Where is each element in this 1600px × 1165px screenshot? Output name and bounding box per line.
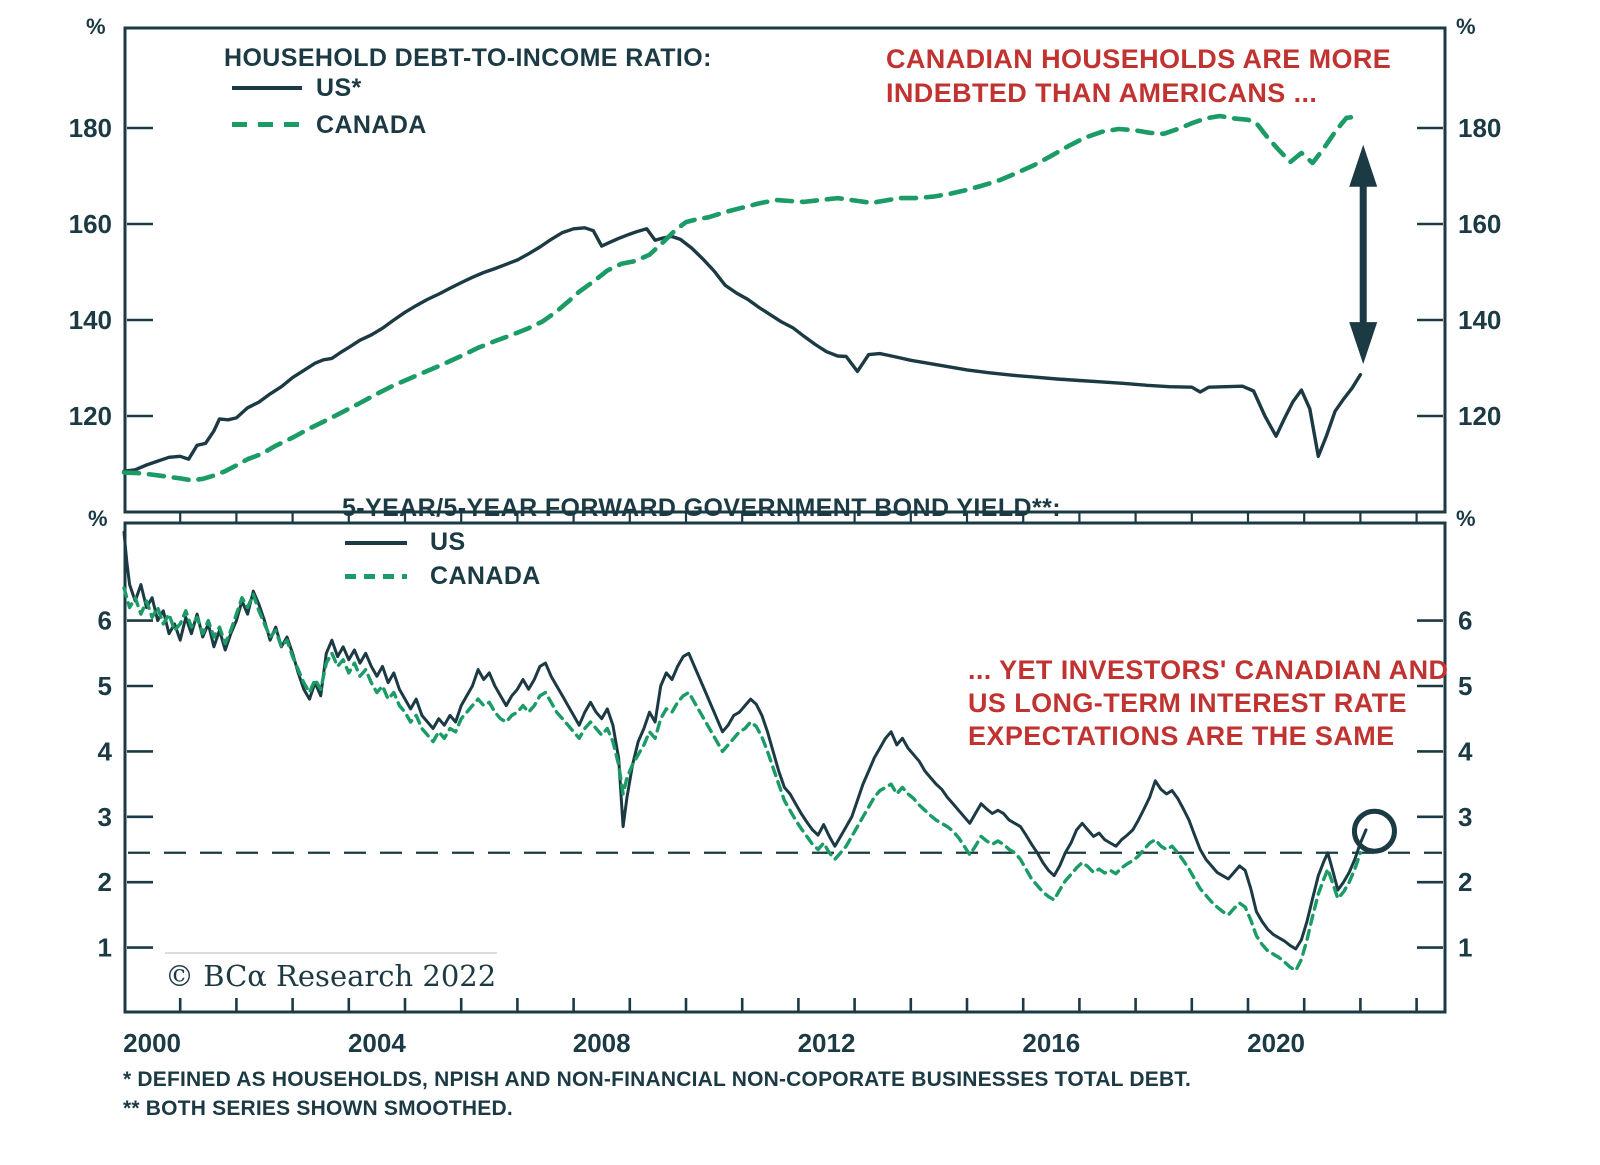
svg-text:3: 3 xyxy=(98,802,112,832)
svg-text:120: 120 xyxy=(69,401,112,431)
bottom-legend-us-line-swatch xyxy=(345,541,407,545)
x-axis-ticks: 2000 2004 2008 2012 2016 2020 xyxy=(123,998,1418,1058)
y-axis-ticks: 120 120 140 140 160 160 180 180 xyxy=(69,113,1502,431)
svg-text:2004: 2004 xyxy=(348,1028,406,1058)
svg-text:3: 3 xyxy=(1458,802,1472,832)
svg-text:4: 4 xyxy=(1458,736,1473,766)
x-axis-ticks xyxy=(179,513,1418,522)
svg-text:1: 1 xyxy=(98,933,112,963)
y-axis-ticks: 1 1 2 2 3 3 4 4 5 5 6 6 xyxy=(98,606,1473,963)
svg-text:5: 5 xyxy=(98,671,112,701)
top-panel: 120 120 140 140 160 160 180 180 xyxy=(69,26,1502,522)
footnote-smoothed: ** BOTH SERIES SHOWN SMOOTHED. xyxy=(123,1097,513,1120)
svg-text:6: 6 xyxy=(98,606,112,636)
svg-text:4: 4 xyxy=(98,736,113,766)
svg-text:140: 140 xyxy=(69,305,112,335)
svg-text:120: 120 xyxy=(1458,401,1501,431)
latest-value-circle-icon xyxy=(1351,808,1397,854)
debt-ratio-us-line xyxy=(122,226,1363,473)
svg-text:180: 180 xyxy=(1458,113,1501,143)
top-legend-us-line-swatch xyxy=(232,86,302,90)
bottom-panel-right-axis-unit: % xyxy=(1456,506,1476,531)
top-legend-title: HOUSEHOLD DEBT-TO-INCOME RATIO: xyxy=(224,44,712,72)
top-panel-left-axis-unit: % xyxy=(86,14,106,39)
svg-text:2: 2 xyxy=(98,867,112,897)
bottom-legend-canada-label: CANADA xyxy=(430,562,541,590)
bottom-panel: 1 1 2 2 3 3 4 4 5 5 6 6 2000 2004 2008 2012 2016 2020 xyxy=(98,521,1473,1058)
svg-text:140: 140 xyxy=(1458,305,1501,335)
bottom-annotation-text: ... YET INVESTORS' CANADIAN AND US LONG-… xyxy=(968,655,1449,751)
top-legend-canada-label: CANADA xyxy=(316,111,427,139)
bottom-legend-us-label: US xyxy=(430,528,466,556)
svg-text:2: 2 xyxy=(1458,867,1472,897)
svg-text:2000: 2000 xyxy=(123,1028,181,1058)
top-panel-right-axis-unit: % xyxy=(1456,14,1476,39)
bottom-legend-title: 5-YEAR/5-YEAR FORWARD GOVERNMENT BOND YI… xyxy=(342,494,1061,522)
panel-border xyxy=(123,26,1447,514)
bottom-panel-left-axis-unit: % xyxy=(88,506,108,531)
bottom-legend-canada-line-swatch xyxy=(345,574,407,579)
panel-border xyxy=(123,521,1447,1014)
top-legend-canada-line-swatch xyxy=(232,122,302,127)
bond-yield-us-line xyxy=(122,530,1368,951)
top-annotation-text: CANADIAN HOUSEHOLDS ARE MORE INDEBTED TH… xyxy=(886,44,1392,108)
svg-text:160: 160 xyxy=(69,209,112,239)
svg-text:6: 6 xyxy=(1458,606,1472,636)
svg-text:2020: 2020 xyxy=(1247,1028,1305,1058)
svg-text:180: 180 xyxy=(69,113,112,143)
double-headed-arrow-icon xyxy=(1349,144,1378,365)
svg-text:5: 5 xyxy=(1458,671,1472,701)
svg-text:2012: 2012 xyxy=(798,1028,856,1058)
svg-text:2008: 2008 xyxy=(573,1028,631,1058)
footnote-definition: * DEFINED AS HOUSEHOLDS, NPISH AND NON-F… xyxy=(123,1068,1192,1091)
bca-research-watermark: © BCα Research 2022 xyxy=(165,952,497,993)
svg-text:160: 160 xyxy=(1458,209,1501,239)
bond-yield-canada-line xyxy=(122,586,1363,973)
svg-text:1: 1 xyxy=(1458,933,1472,963)
debt-ratio-canada-line xyxy=(121,113,1360,483)
top-legend-us-label: US* xyxy=(316,74,362,102)
svg-text:2016: 2016 xyxy=(1022,1028,1080,1058)
